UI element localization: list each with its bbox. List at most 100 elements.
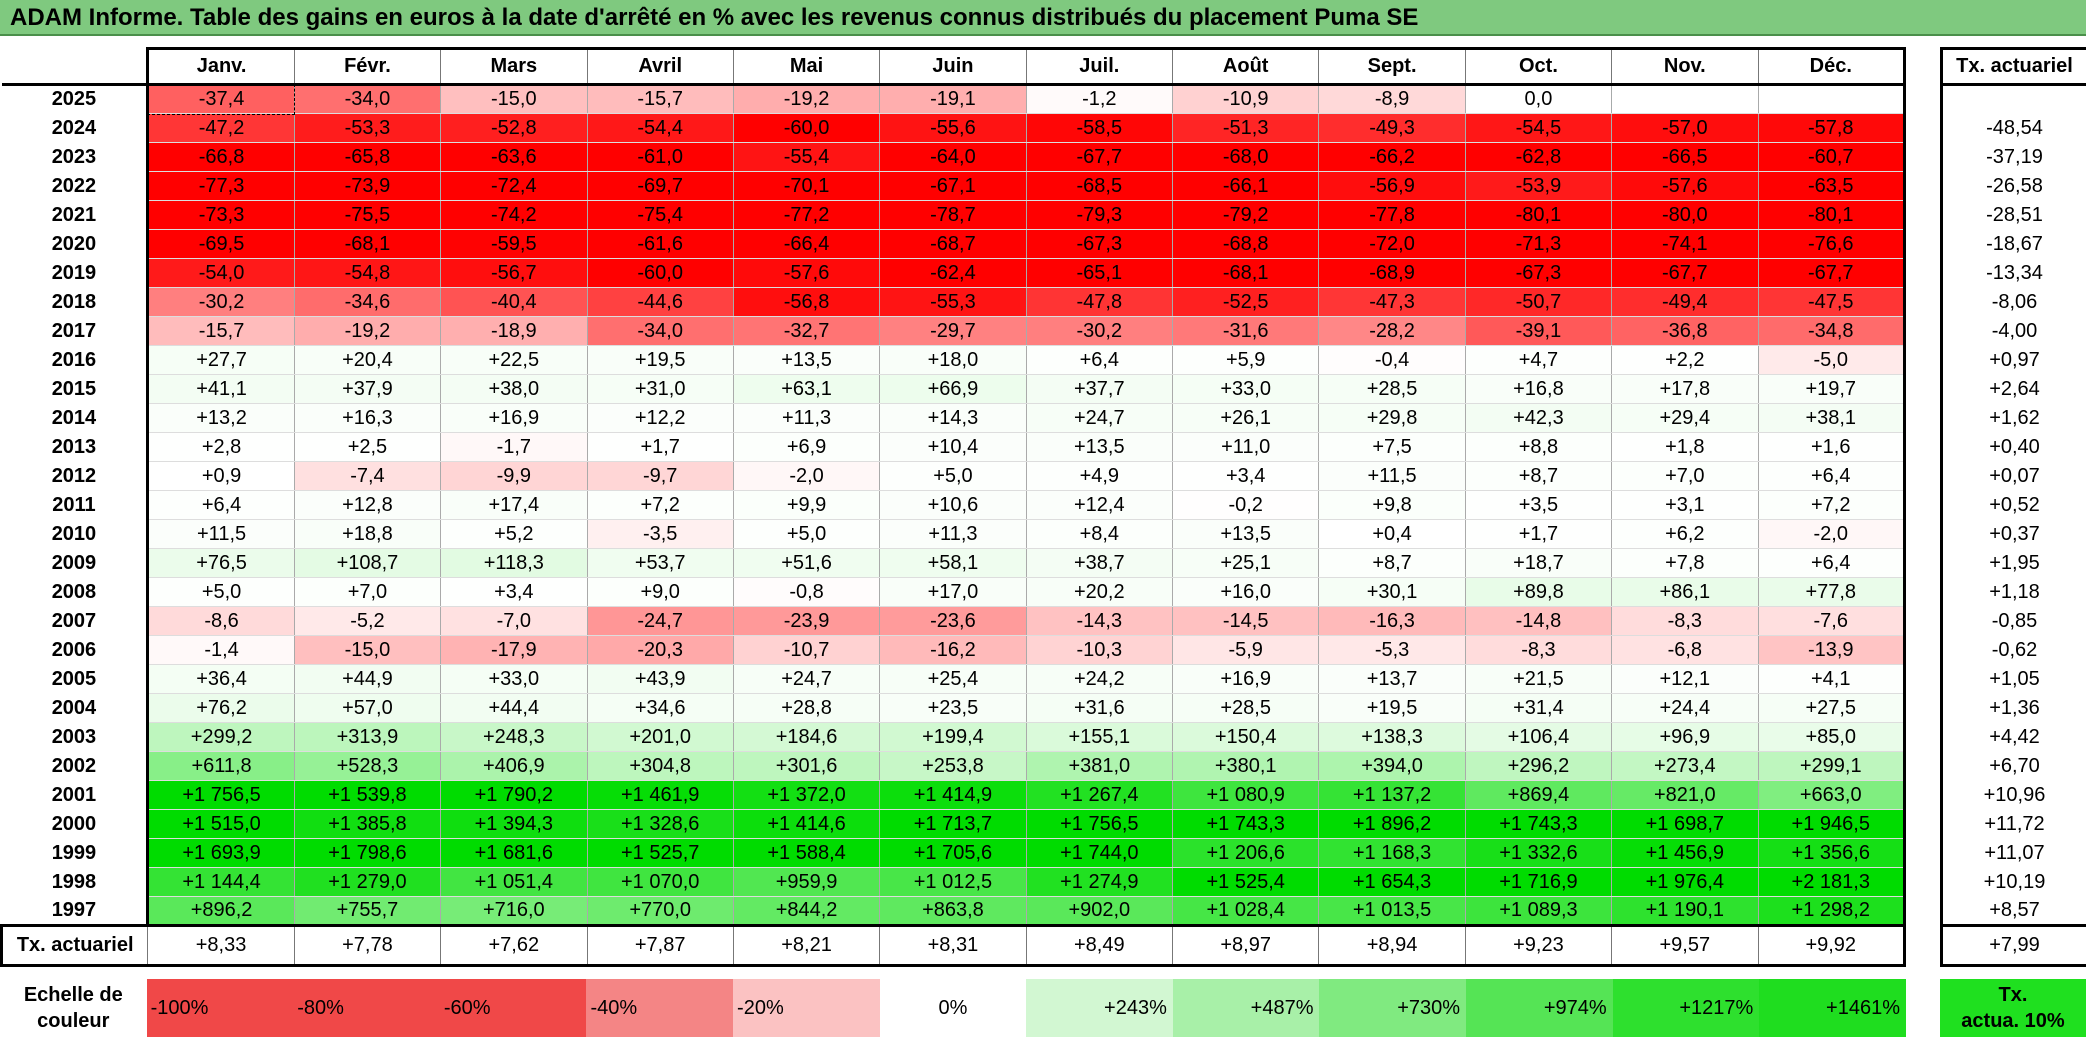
month-header-row: Janv. Févr. Mars Avril Mai Juin Juil. Août Sept.… <box>1 47 1906 86</box>
gain-cell: +863,8 <box>879 896 1027 926</box>
annual-rate-cell: +8,57 <box>1940 896 2086 926</box>
table-row: 2022 -77,3 -73,9 -72,4 -69,7 -70,1 -67,1 -68,5-… <box>2 171 1906 201</box>
gain-cell: +44,9 <box>293 664 441 694</box>
gain-cell: -68,1 <box>1171 258 1319 288</box>
gain-cell: -5,9 <box>1171 635 1319 665</box>
year-label: 2023 <box>51 145 97 168</box>
gain-cell: +1 588,4 <box>732 838 880 868</box>
annual-rate-cell: -26,58 <box>1940 171 2086 201</box>
gain-cell: +37,9 <box>293 374 441 404</box>
gain-cell: -57,8 <box>1757 113 1906 143</box>
year-label: 2001 <box>51 783 97 806</box>
gain-cell: -55,4 <box>732 142 880 172</box>
gain-cell: -34,0 <box>293 84 441 114</box>
gain-cell: -47,2 <box>146 113 295 143</box>
gain-cell: +12,2 <box>586 403 734 433</box>
annual-rate-cell: -4,00 <box>1940 316 2086 346</box>
gain-cell: -54,8 <box>293 258 441 288</box>
gain-cell: +17,4 <box>440 490 587 520</box>
gain-cell: -68,0 <box>1171 142 1319 172</box>
gain-cell: +1 525,4 <box>1171 867 1319 897</box>
gain-cell: +76,2 <box>146 693 295 723</box>
gain-cell: +12,1 <box>1611 664 1758 694</box>
gain-cell: +1 274,9 <box>1025 867 1173 897</box>
gain-cell: -0,2 <box>1171 490 1319 520</box>
gain-cell: -23,9 <box>732 606 880 636</box>
gain-cell: -14,3 <box>1025 606 1173 636</box>
gain-cell: -60,7 <box>1757 142 1906 172</box>
gain-cell: +1 713,7 <box>879 809 1027 839</box>
gain-cell: -54,5 <box>1464 113 1612 143</box>
gain-cell: -8,3 <box>1611 606 1758 636</box>
month-header: Juil. <box>1025 47 1173 86</box>
year-label: 2012 <box>51 464 97 487</box>
gain-cell: +108,7 <box>293 548 441 578</box>
gain-cell: +11,3 <box>732 403 880 433</box>
gain-cell: +7,0 <box>293 577 441 607</box>
gain-cell: +29,8 <box>1318 403 1466 433</box>
gain-cell: +17,0 <box>879 577 1027 607</box>
gain-cell: +1 515,0 <box>146 809 295 839</box>
gain-cell: +38,1 <box>1757 403 1906 433</box>
gain-cell: +17,8 <box>1611 374 1758 404</box>
gain-cell: -34,8 <box>1757 316 1906 346</box>
year-label: 2013 <box>51 435 97 458</box>
gain-cell: -47,5 <box>1757 287 1906 317</box>
gain-cell: +24,2 <box>1025 664 1173 694</box>
month-header: Juin <box>879 47 1027 86</box>
gain-cell: +1 743,3 <box>1171 809 1319 839</box>
gain-cell: +3,1 <box>1611 490 1758 520</box>
gain-cell: +1 356,6 <box>1757 838 1906 868</box>
gain-cell: +3,4 <box>1171 461 1319 491</box>
table-row: 2003 +299,2 +313,9 +248,3 +201,0 +184,6 +199,4… <box>2 722 1906 752</box>
total-rate-overall: +7,99 <box>1940 924 2086 967</box>
gain-cell: -24,7 <box>586 606 734 636</box>
gain-cell: -2,0 <box>732 461 880 491</box>
gain-cell: -44,6 <box>586 287 734 317</box>
gain-cell: +38,0 <box>440 374 587 404</box>
gain-cell: -68,8 <box>1171 229 1319 259</box>
gain-cell: -8,6 <box>146 606 295 636</box>
gain-cell: -77,3 <box>146 171 295 201</box>
gain-cell: +89,8 <box>1464 577 1612 607</box>
table-row: 2001 +1 756,5 +1 539,8 +1 790,2 +1 461,9 +1 3… <box>2 780 1906 810</box>
gain-cell: -15,0 <box>440 84 587 114</box>
gain-cell: +1 328,6 <box>586 809 734 839</box>
year-label: 2009 <box>51 551 97 574</box>
gain-cell: +1 372,0 <box>732 780 880 810</box>
total-rate-cell: +8,31 <box>879 924 1027 967</box>
gain-cell: -79,2 <box>1171 200 1319 230</box>
gain-cell: +16,3 <box>293 403 441 433</box>
gain-cell: +1 414,9 <box>879 780 1027 810</box>
gain-cell: -69,5 <box>146 229 295 259</box>
table-row: 2010 +11,5 +18,8 +5,2 -3,5 +5,0 +11,3 +8,4 +13,5… <box>2 519 1906 549</box>
gain-cell: +1,6 <box>1757 432 1906 462</box>
gain-cell: +0,4 <box>1318 519 1466 549</box>
annual-rate-cell: -37,19 <box>1940 142 2086 172</box>
color-scale-swatch: 0% <box>879 979 1027 1037</box>
table-row: 2024 -47,2 -53,3 -52,8 -54,4 -60,0 -55,6 -58,5-… <box>2 113 1906 143</box>
gain-cell: +902,0 <box>1025 896 1173 926</box>
gain-cell: +77,8 <box>1757 577 1906 607</box>
gain-cell: -14,5 <box>1171 606 1319 636</box>
gain-cell: +16,8 <box>1464 374 1612 404</box>
gain-cell: +19,7 <box>1757 374 1906 404</box>
gain-cell: +43,9 <box>586 664 734 694</box>
gain-cell: +14,3 <box>879 403 1027 433</box>
gain-cell: -15,7 <box>586 84 734 114</box>
gain-cell: -66,1 <box>1171 171 1319 201</box>
gain-cell: +304,8 <box>586 751 734 781</box>
gain-cell: -70,1 <box>732 171 880 201</box>
gain-cell: -62,8 <box>1464 142 1612 172</box>
gain-cell: +36,4 <box>146 664 295 694</box>
gain-cell: -47,3 <box>1318 287 1466 317</box>
gain-cell: -56,7 <box>440 258 587 288</box>
color-scale-swatch: +974% <box>1466 979 1613 1037</box>
gain-cell: +1 137,2 <box>1318 780 1466 810</box>
gain-cell: +33,0 <box>1171 374 1319 404</box>
gain-cell: -66,5 <box>1611 142 1758 172</box>
year-label: 2004 <box>51 696 97 719</box>
gain-cell: -5,0 <box>1757 345 1906 375</box>
gain-cell: +6,2 <box>1611 519 1758 549</box>
gain-cell: -6,8 <box>1611 635 1758 665</box>
